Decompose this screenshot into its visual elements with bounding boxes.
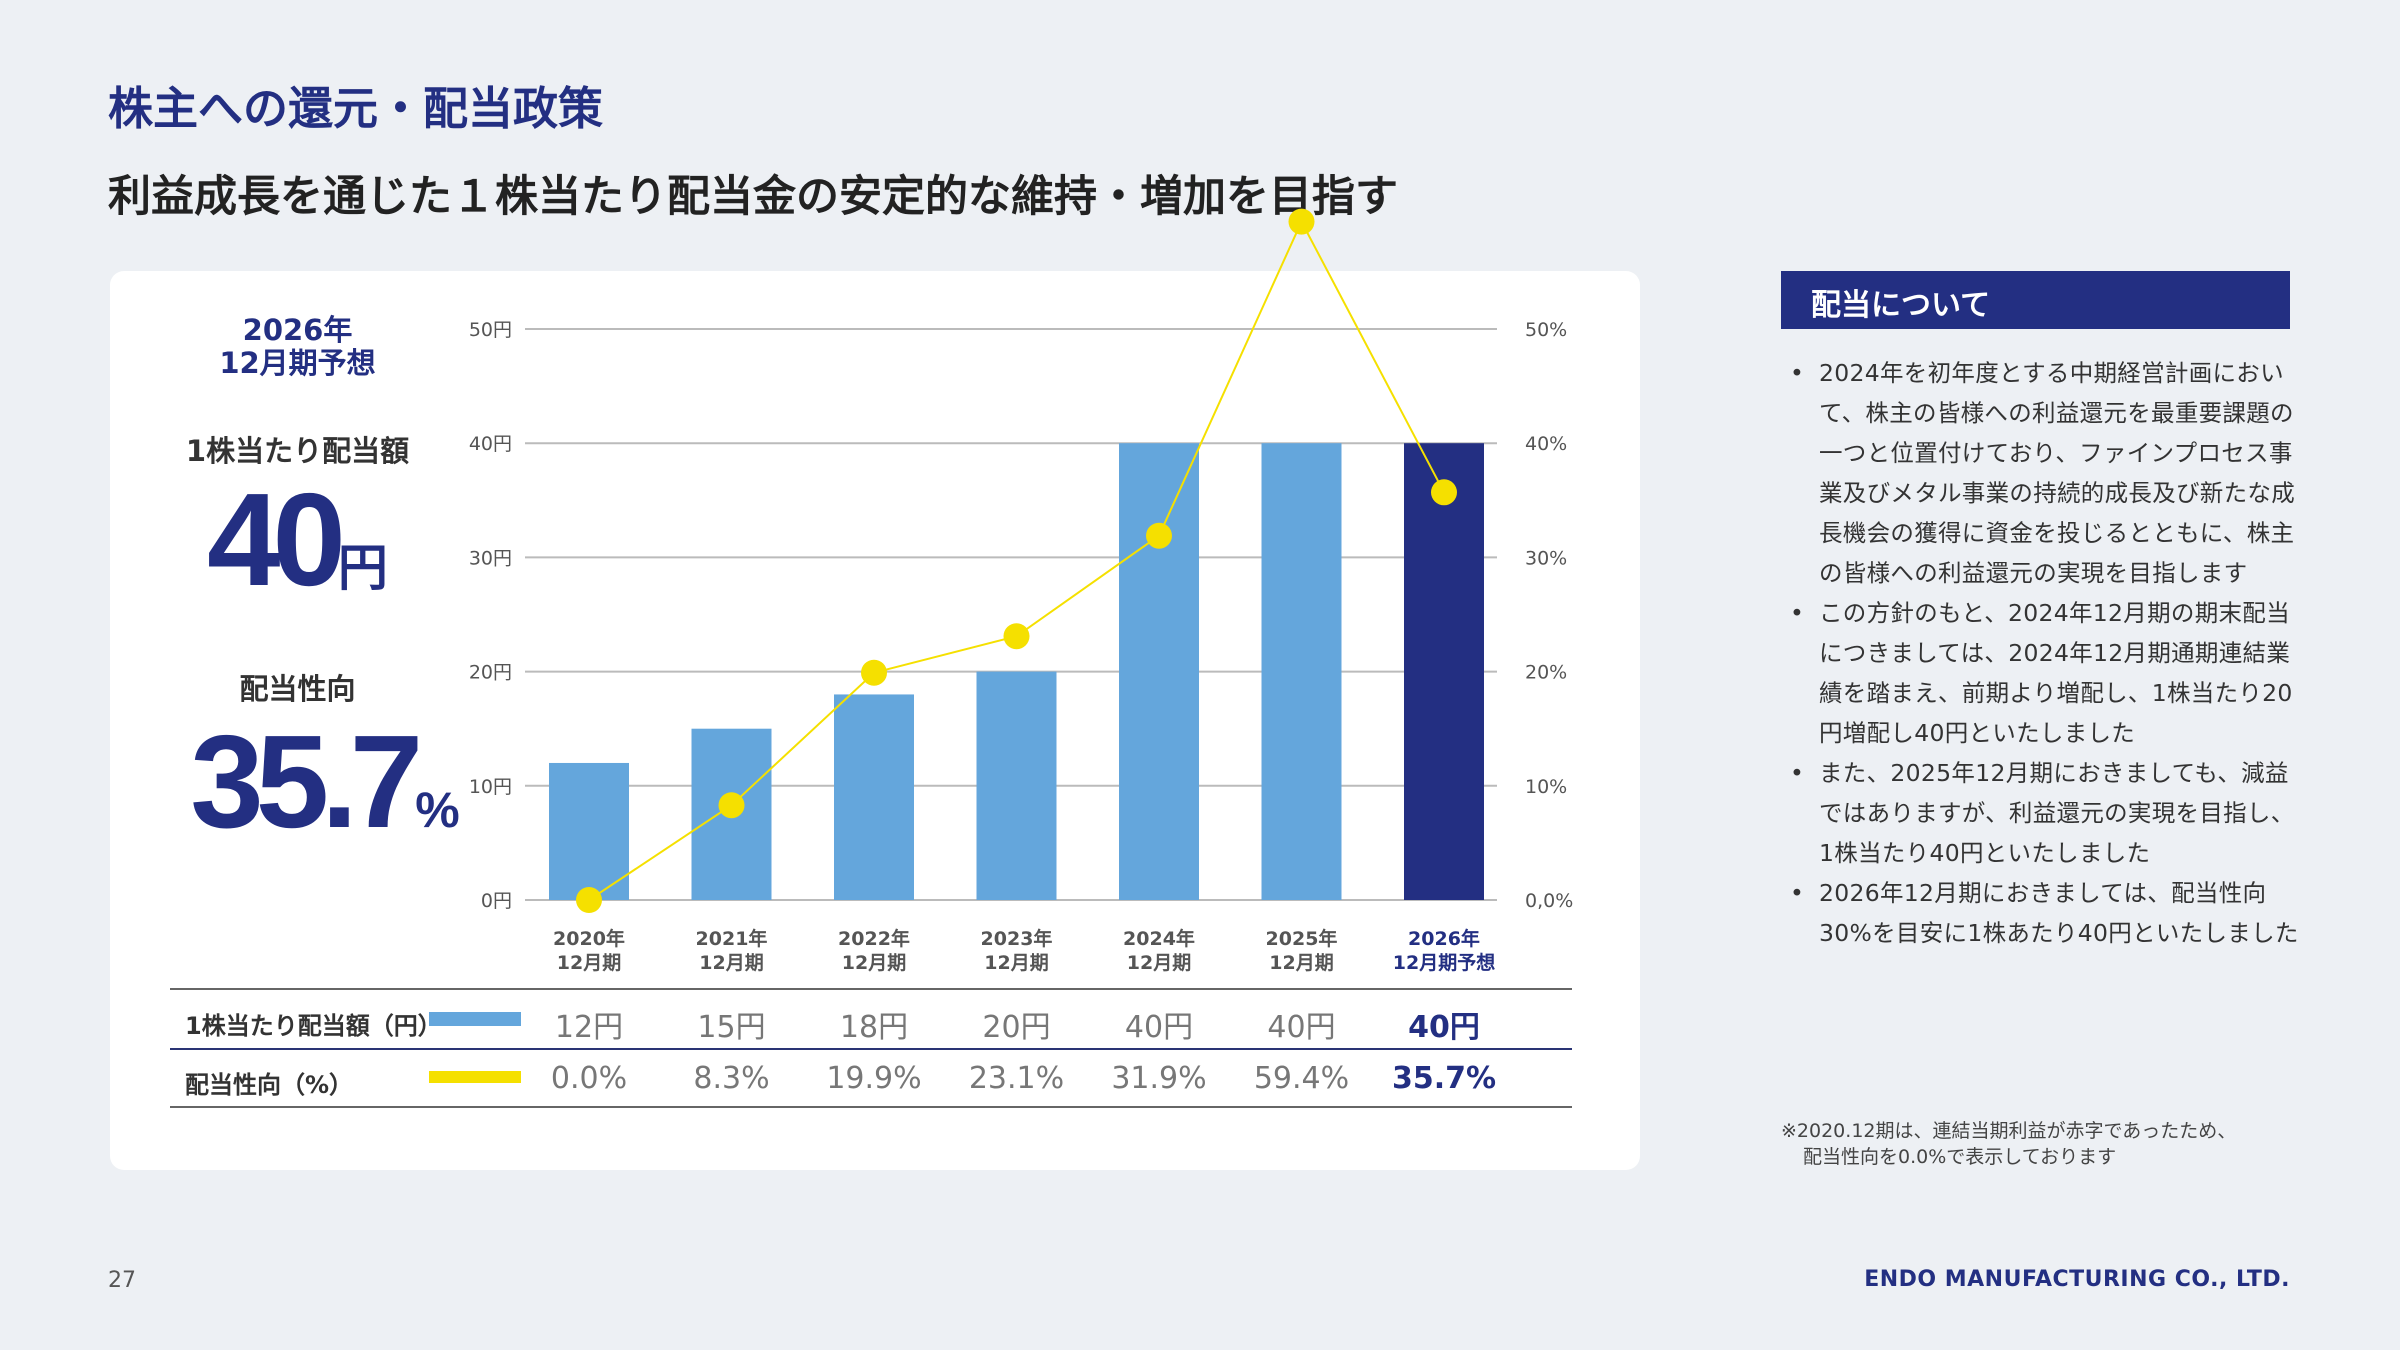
x-tick-label: 2021年 [696, 927, 768, 950]
bullet-item: 2026年12月期におきましては、配当性向30%を目安に1株あたり40円といたし… [1790, 873, 2300, 953]
footnote: ※2020.12期は、連結当期利益が赤字であったため、 配当性向を0.0%で表示… [1781, 1118, 2321, 1170]
payout-point [1288, 208, 1315, 235]
left-tick-label: 30円 [469, 547, 512, 569]
left-tick-label: 50円 [469, 319, 512, 341]
side-panel-bullets: 2024年を初年度とする中期経営計画において、株主の皆様への利益還元を最重要課題… [1790, 353, 2300, 953]
table-cell: 59.4% [1253, 1061, 1350, 1096]
payout-point [1146, 522, 1172, 549]
company-name: ENDO MANUFACTURING CO., LTD. [1864, 1267, 2290, 1292]
left-tick-label: 0円 [481, 890, 512, 912]
payout-point [576, 887, 602, 913]
dps-value: 40円 [150, 470, 445, 638]
table-cell: 40円 [1124, 1010, 1194, 1045]
bar [1404, 443, 1484, 900]
bar [834, 694, 914, 900]
bullet-item: 2024年を初年度とする中期経営計画において、株主の皆様への利益還元を最重要課題… [1790, 353, 2300, 593]
dps-unit: 円 [337, 540, 388, 596]
left-tick-label: 10円 [469, 776, 512, 798]
bar [1119, 443, 1199, 900]
forecast-year: 2026年 [242, 313, 353, 347]
page-subtitle: 利益成長を通じた１株当たり配当金の安定的な維持・増加を目指す [108, 172, 1398, 222]
x-tick-label: 12月期 [1127, 952, 1191, 974]
bullet-item: また、2025年12月期におきましても、減益ではありますが、利益還元の実現を目指… [1790, 753, 2300, 873]
page-title: 株主への還元・配当政策 [108, 82, 604, 135]
legend-swatch [429, 1012, 521, 1026]
payout-number: 35.7 [190, 708, 423, 855]
bar [549, 762, 629, 900]
table-rule-mid [170, 1048, 1572, 1050]
right-tick-label: 10% [1525, 776, 1567, 798]
payout-value: 35.7% [180, 712, 470, 880]
x-tick-label: 12月期予想 [1393, 951, 1495, 974]
left-tick-label: 20円 [469, 662, 512, 684]
payout-point [1003, 623, 1030, 650]
table-cell: 35.7% [1391, 1061, 1497, 1096]
x-tick-label: 12月期 [557, 952, 621, 974]
page-number: 27 [108, 1268, 136, 1293]
right-tick-label: 0,0% [1525, 890, 1573, 912]
table-cell: 8.3% [693, 1061, 770, 1096]
table-row-label: 配当性向（%） [185, 1071, 354, 1099]
bar [1261, 443, 1342, 900]
payout-label: 配当性向 [239, 672, 356, 706]
dps-label: 1株当たり配当額 [185, 434, 410, 468]
table-cell: 12円 [554, 1010, 624, 1045]
payout-point [718, 792, 745, 819]
left-tick-label: 40円 [469, 433, 512, 455]
forecast-term: 12月期予想 [219, 346, 376, 380]
table-cell: 31.9% [1111, 1061, 1207, 1096]
table-cell: 15円 [697, 1010, 766, 1045]
x-tick-label: 2023年 [981, 927, 1053, 950]
payout-point [861, 659, 887, 686]
footnote-line: ※2020.12期は、連結当期利益が赤字であったため、 [1781, 1120, 2237, 1142]
table-cell: 0.0% [550, 1061, 628, 1096]
x-tick-label: 12月期 [984, 952, 1048, 974]
x-tick-label: 2022年 [838, 927, 910, 950]
dps-number: 40 [207, 466, 346, 613]
right-tick-label: 50% [1525, 319, 1567, 341]
x-tick-label: 2024年 [1123, 927, 1195, 950]
table-cell: 23.1% [968, 1061, 1065, 1096]
bullet-item: この方針のもと、2024年12月期の期末配当につきましては、2024年12月期通… [1790, 593, 2300, 753]
x-tick-label: 2026年 [1408, 927, 1480, 950]
payout-point [1431, 479, 1457, 506]
forecast-period: 2026年 12月期予想 [170, 314, 425, 380]
payout-unit: % [415, 782, 460, 838]
table-cell: 40円 [1267, 1010, 1336, 1045]
footnote-line: 配当性向を0.0%で表示しております [1803, 1146, 2117, 1168]
bar [976, 671, 1057, 900]
x-tick-label: 12月期 [842, 952, 906, 974]
x-tick-label: 2025年 [1266, 927, 1338, 950]
table-rule-bottom [170, 1106, 1572, 1108]
right-tick-label: 20% [1525, 662, 1567, 684]
table-cell: 19.9% [826, 1061, 922, 1096]
x-tick-label: 12月期 [1269, 952, 1333, 974]
side-panel-heading: 配当について [1781, 271, 2290, 329]
right-tick-label: 30% [1525, 547, 1567, 569]
table-cell: 40円 [1408, 1010, 1480, 1045]
legend-swatch [429, 1071, 521, 1083]
x-tick-label: 12月期 [699, 952, 763, 974]
table-rule-top [170, 988, 1572, 990]
table-cell: 18円 [839, 1010, 909, 1045]
x-tick-label: 2020年 [553, 927, 625, 950]
table-cell: 20円 [982, 1010, 1051, 1045]
right-tick-label: 40% [1525, 433, 1567, 455]
table-row-label: 1株当たり配当額（円） [185, 1012, 442, 1040]
